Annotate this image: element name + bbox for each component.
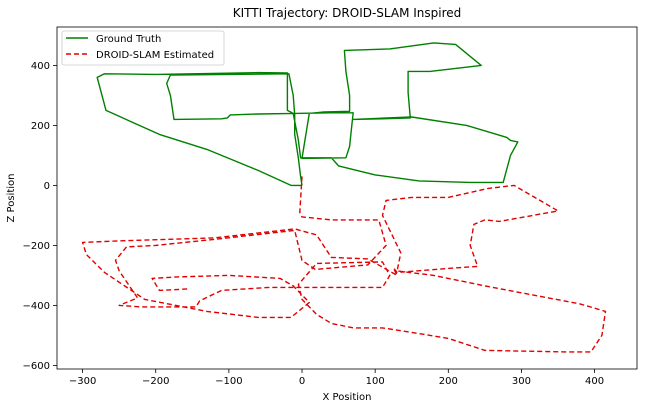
- x-tick-label: −200: [142, 376, 169, 387]
- series-line-0: [96, 42, 519, 187]
- plot-frame: [56, 26, 638, 370]
- y-tick-label: 200: [31, 121, 50, 132]
- legend-box: [61, 30, 225, 66]
- x-tick-label: 100: [366, 376, 385, 387]
- x-tick-label: 0: [299, 376, 305, 387]
- axis-ticks: −300 −200 −100 0 100 200 300 400 −600 −400 −200 0 20…: [23, 61, 605, 387]
- plot-area: [81, 42, 607, 353]
- x-tick-label: 300: [512, 376, 531, 387]
- y-tick-label: 0: [44, 181, 50, 192]
- y-tick-label: −200: [23, 241, 50, 252]
- chart-title: KITTI Trajectory: DROID-SLAM Inspired: [233, 6, 462, 20]
- y-tick-label: 400: [31, 61, 50, 72]
- x-axis-label: X Position: [323, 392, 372, 403]
- y-axis-label: Z Position: [6, 174, 17, 223]
- x-tick-label: 200: [439, 376, 458, 387]
- legend-label-estimated: DROID-SLAM Estimated: [96, 50, 214, 61]
- x-tick-label: −100: [215, 376, 242, 387]
- y-tick-label: −600: [23, 361, 50, 372]
- x-tick-label: −300: [69, 376, 96, 387]
- legend: Ground Truth DROID-SLAM Estimated: [61, 30, 225, 66]
- y-tick-label: −400: [23, 301, 50, 312]
- series-line-1: [81, 176, 607, 353]
- legend-label-ground-truth: Ground Truth: [96, 34, 161, 45]
- x-tick-label: 400: [585, 376, 604, 387]
